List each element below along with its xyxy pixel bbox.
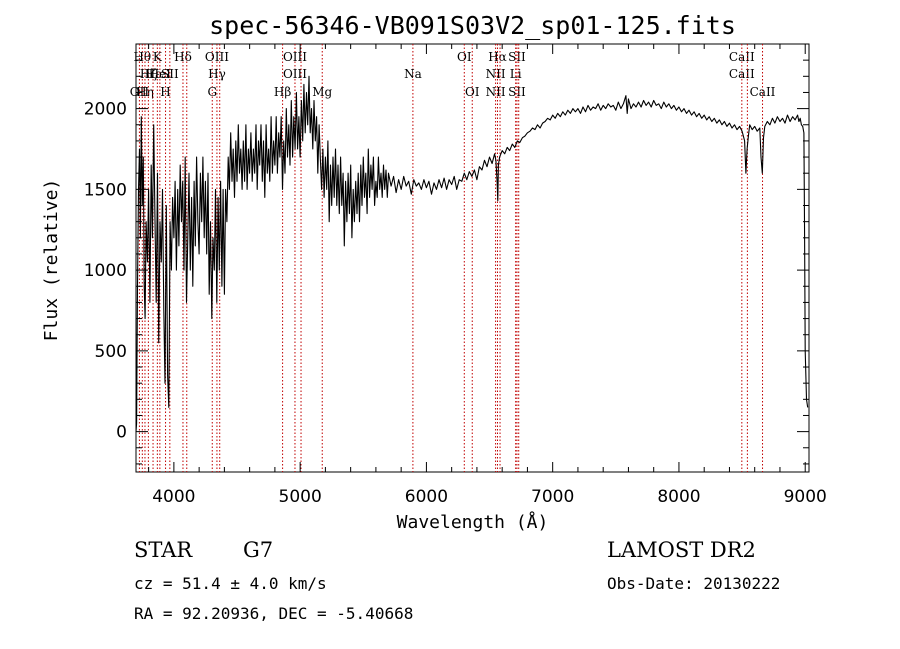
y-tick-label: 1000 — [84, 261, 127, 281]
spectral-line-label: SII — [508, 85, 526, 99]
object-class: STAR — [134, 538, 193, 562]
spectrum-line — [135, 75, 809, 432]
spectral-line-label: K — [153, 50, 163, 64]
y-tick-label: 500 — [95, 342, 127, 362]
spectral-line-label: CaII — [729, 67, 755, 81]
spectral-line-label: Na — [404, 67, 422, 81]
y-axis-label: Flux (relative) — [41, 179, 62, 342]
spectral-line-label: CaII — [750, 85, 776, 99]
spectral-line-label: OIII — [205, 50, 229, 64]
spectral-line-label: SII — [508, 50, 526, 64]
spectral-line-label: NII — [486, 67, 506, 81]
spectral-line-label: Hδ — [174, 50, 192, 64]
observation-date: Obs-Date: 20130222 — [607, 574, 781, 593]
x-axis-label: Wavelength (Å) — [397, 511, 549, 533]
y-tick-label: 2000 — [84, 100, 127, 120]
spectral-line-label: SII — [161, 67, 179, 81]
y-tick-label: 0 — [116, 423, 127, 443]
spectral-line-label: OI — [465, 85, 480, 99]
ra-dec-coordinates: RA = 92.20936, DEC = -5.40668 — [134, 604, 414, 623]
spectral-line-label: H — [160, 85, 170, 99]
spectral-line-label: Mg — [312, 85, 332, 99]
survey-name: LAMOST DR2 — [607, 538, 756, 562]
spectral-line-label: Hγ — [208, 67, 226, 81]
x-tick-label: 7000 — [531, 487, 574, 507]
spectral-line-label: Hβ — [274, 85, 291, 99]
spectral-line-label: Li — [510, 67, 522, 81]
spectral-line-label: OIII — [283, 50, 307, 64]
spectral-line-label: OIII — [283, 67, 307, 81]
x-tick-label: 8000 — [657, 487, 700, 507]
spectral-line-label: NII — [486, 85, 506, 99]
x-tick-label: 5000 — [279, 487, 322, 507]
object-subclass: G7 — [243, 538, 274, 562]
spectral-line-label: Hα — [488, 50, 507, 64]
chart-title: spec-56346-VB091S03V2_sp01-125.fits — [209, 11, 736, 40]
spectral-line-label: HeI — [149, 67, 172, 81]
spectral-line-label: G — [207, 85, 217, 99]
x-tick-label: 4000 — [152, 487, 195, 507]
y-tick-label: 1500 — [84, 180, 127, 200]
x-tick-label: 9000 — [784, 487, 827, 507]
spectral-line-label: OI — [457, 50, 472, 64]
spectral-line-label: CaII — [729, 50, 755, 64]
redshift-cz: cz = 51.4 ± 4.0 km/s — [134, 574, 327, 593]
x-tick-label: 6000 — [405, 487, 448, 507]
spectral-line-label: Hη — [136, 85, 154, 99]
spectral-line-label: Hζ — [140, 67, 157, 81]
spectral-line-label: Hε — [145, 67, 162, 81]
